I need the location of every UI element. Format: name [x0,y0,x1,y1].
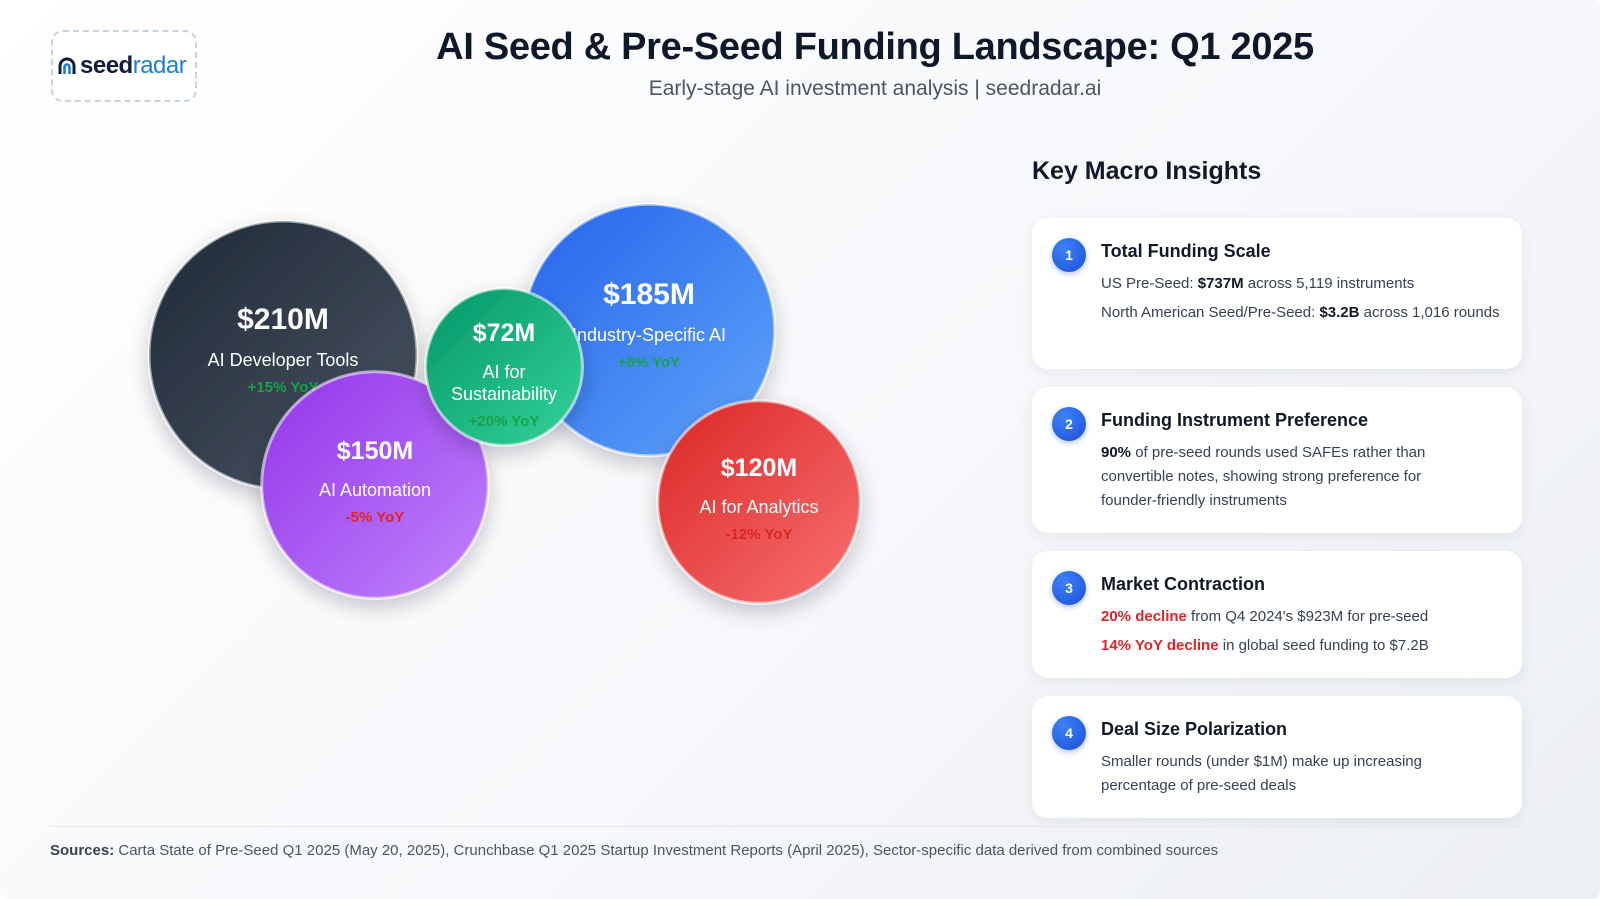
sources-label: Sources: [50,842,115,859]
insight-text: Smaller rounds (under $1M) make up incre… [1101,753,1422,794]
insight-number-badge: 1 [1052,238,1086,272]
bubble-yoy-label: +20% YoY [469,413,540,430]
insight-text: US Pre-Seed: $737M across 5,119 instrume… [1101,275,1415,292]
page-title: AI Seed & Pre-Seed Funding Landscape: Q1… [436,26,1314,68]
insight-text: 90% of pre-seed rounds used SAFEs rather… [1101,444,1426,509]
bubble-yoy-label: -12% YoY [726,526,793,543]
logo-text-seed: seed [80,52,133,79]
bubble-yoy-label: +15% YoY [248,379,319,396]
logo-text-radar: radar [132,52,187,79]
insights-title: Key Macro Insights [1032,157,1262,185]
bubble-category-label: AI for Analytics [699,497,818,517]
bubble-amount-label: $72M [473,319,536,347]
bubble-category-label: AI Automation [319,480,431,500]
insight-card-2: 2 Funding Instrument Preference 90% of p… [1032,387,1522,533]
bubble-chart-svg: $210M AI Developer Tools +15% YoY $185M Indu… [147,202,862,605]
seedradar-logo-icon [58,57,76,74]
bubble-amount-label: $210M [237,303,329,336]
bubble-category-label: AI Developer Tools [208,350,359,370]
bubble-amount-label: $120M [721,454,797,482]
bubble-mark [656,399,862,605]
insight-number-badge: 2 [1052,407,1086,441]
bubble-amount-label: $150M [337,437,413,465]
insight-text: North American Seed/Pre-Seed: $3.2B acro… [1101,304,1500,321]
bubble-category-label: Industry-Specific AI [572,325,726,345]
bubble-yoy-label: -5% YoY [346,509,405,526]
insight-text: 20% decline from Q4 2024's $923M for pre… [1101,608,1429,625]
footer-divider [50,826,1522,827]
bubble-ai-for-analytics: $120M AI for Analytics -12% YoY [656,399,862,605]
page-subtitle: Early-stage AI investment analysis | see… [648,77,1102,100]
insight-number-badge: 3 [1052,571,1086,605]
bubble-category-label: AI for [482,362,525,382]
sources-note: Sources: Carta State of Pre-Seed Q1 2025… [50,842,1218,859]
insight-card-1: 1 Total Funding Scale US Pre-Seed: $737M… [1032,218,1522,369]
bubble-category-label: Sustainability [451,384,557,404]
bubble-yoy-label: +8% YoY [618,354,680,371]
bubble-mark [260,370,490,600]
bubble-chart: $210M AI Developer Tools +15% YoY $185M Indu… [0,130,1000,810]
seedradar-logo: seedradar [51,30,197,102]
insight-card-3: 3 Market Contraction 20% decline from Q4… [1032,551,1522,678]
bubble-mark [424,287,584,447]
insight-number-badge: 4 [1052,716,1086,750]
bubble-ai-automation: $150M AI Automation -5% YoY [260,370,490,600]
insight-title: Market Contraction [1101,574,1266,594]
insight-title: Total Funding Scale [1101,241,1271,261]
sources-text: Carta State of Pre-Seed Q1 2025 (May 20,… [114,842,1219,859]
insight-title: Funding Instrument Preference [1101,410,1369,430]
insight-title: Deal Size Polarization [1101,719,1288,739]
insight-text: 14% YoY decline in global seed funding t… [1101,637,1429,654]
insight-card-4: 4 Deal Size Polarization Smaller rounds … [1032,696,1522,818]
bubble-amount-label: $185M [603,278,695,311]
logo-wordmark: seedradar [80,52,187,80]
